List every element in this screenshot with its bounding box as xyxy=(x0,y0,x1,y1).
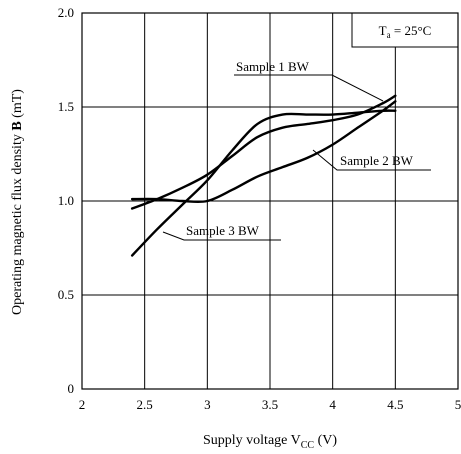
series-line-sample-1 xyxy=(130,94,397,210)
y-axis-title-unit: (mT) xyxy=(10,89,25,122)
y-tick-label: 1.5 xyxy=(58,99,74,114)
y-tick-label: 0.5 xyxy=(58,287,74,302)
y-axis-title: Operating magnetic flux density B (mT) xyxy=(10,89,25,315)
x-tick-label: 2 xyxy=(79,397,86,412)
sample-2-leader xyxy=(312,149,431,171)
series-line-sample-2 xyxy=(130,100,397,204)
y-tick-label: 0 xyxy=(68,381,75,396)
y-axis-title-bold: B xyxy=(10,121,25,130)
condition-label: Ta = 25°C xyxy=(379,23,432,40)
x-tick-label: 2.5 xyxy=(137,397,153,412)
condition-subscript: a xyxy=(387,30,391,40)
series-layer xyxy=(130,94,397,257)
x-tick-label: 4 xyxy=(329,397,336,412)
x-tick-label: 5 xyxy=(455,397,461,412)
condition-box: Ta = 25°C xyxy=(351,12,459,48)
y-tick-label: 2.0 xyxy=(58,5,74,20)
series-annotations: Sample 1 BW Sample 2 BW Sample 3 BW xyxy=(162,59,431,241)
condition-suffix: = 25°C xyxy=(391,23,432,38)
x-tick-label: 3 xyxy=(204,397,211,412)
sample-3-label: Sample 3 BW xyxy=(186,223,260,238)
y-tick-label: 1.0 xyxy=(58,193,74,208)
x-tick-label: 4.5 xyxy=(387,397,403,412)
x-axis-title-unit: (V) xyxy=(314,433,337,448)
tick-labels: 2 2.5 3 3.5 4 4.5 5 0 0.5 1.0 1.5 2.0 xyxy=(58,5,461,412)
condition-box-border xyxy=(351,12,459,48)
sample-1-leader xyxy=(234,74,384,102)
x-axis-title-subscript: CC xyxy=(301,440,315,451)
sample-1-label: Sample 1 BW xyxy=(236,59,310,74)
sample-2-label: Sample 2 BW xyxy=(340,153,414,168)
x-tick-label: 3.5 xyxy=(262,397,278,412)
plot-frame xyxy=(81,12,459,390)
sample-3-leader xyxy=(162,231,281,241)
x-axis-title: Supply voltage VCC (V) xyxy=(203,433,337,451)
series-line-sample-3 xyxy=(130,109,397,257)
